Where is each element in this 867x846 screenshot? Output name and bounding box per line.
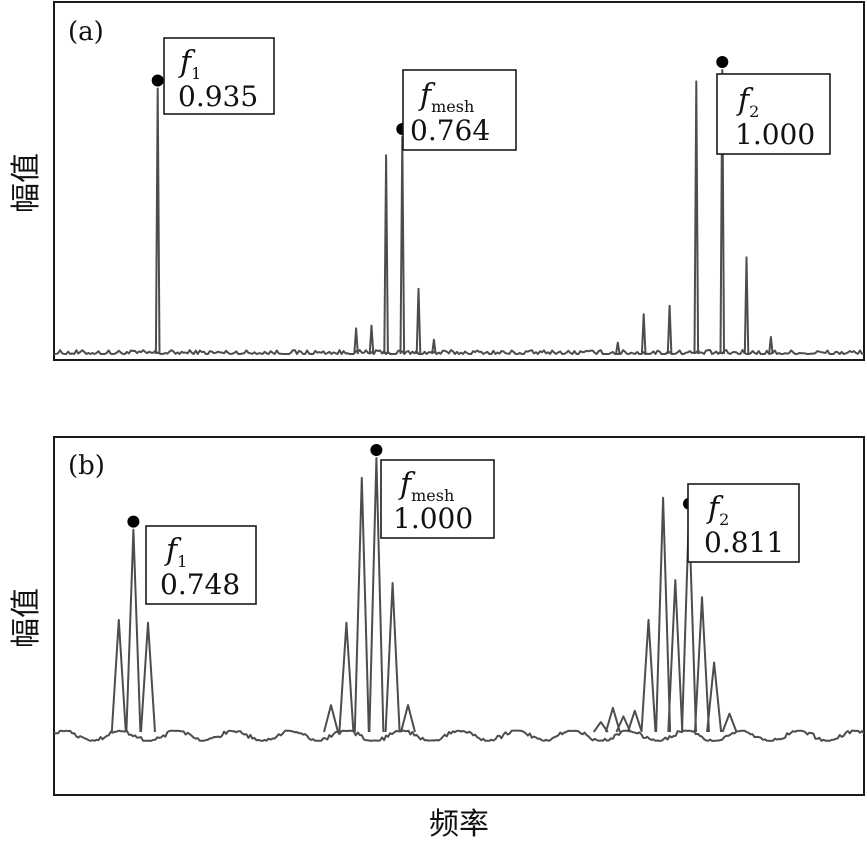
y-axis-label-a: 幅值: [9, 153, 44, 213]
panel-b-peak-13: [640, 618, 657, 733]
ann-b-0-sub: 1: [177, 552, 187, 571]
panel-a-baseline-trace: [53, 349, 865, 355]
panel-b-peak-8: [400, 704, 416, 733]
panel-b-label: (b): [68, 451, 105, 481]
panel-a-peak-9: [666, 304, 673, 355]
panel-a-peak-11: [719, 69, 725, 355]
annotation-f1-a: f1 0.935: [163, 37, 275, 115]
annotation-f2-a: f2 1.000: [716, 73, 831, 155]
ann-a-0-value: 0.935: [178, 80, 258, 113]
panel-b-peak-marker-1: [127, 515, 140, 528]
panel-a: (a) f1 0.935 fmesh 0.764 f2 1.000: [53, 1, 865, 361]
ann-a-2-value: 1.000: [735, 118, 815, 151]
panel-b-peak-10: [604, 706, 621, 733]
panel-b-peak-6: [368, 457, 385, 733]
panel-b-peak-19: [721, 712, 738, 733]
panel-b-peak-0: [110, 618, 127, 733]
panel-a-traces: [53, 69, 865, 355]
panel-a-peak-2: [368, 324, 375, 355]
panel-b-peak-7: [384, 582, 401, 733]
ann-a-1-sub: mesh: [431, 97, 474, 116]
ann-b-2-value: 0.811: [704, 526, 784, 559]
annotation-fmesh-a: fmesh 0.764: [402, 69, 517, 151]
panel-b-peak-18: [706, 661, 723, 733]
panel-b: (b) f1 0.748 fmesh 1.000 f2 0.811: [53, 436, 865, 796]
panel-b-peak-15: [667, 579, 684, 733]
panel-b-baseline-trace: [53, 729, 865, 742]
panel-a-label: (a): [68, 17, 104, 47]
panel-a-peak-6: [431, 338, 437, 355]
panel-b-peak-17: [694, 596, 710, 733]
panel-a-peak-13: [768, 336, 774, 355]
panel-a-peak-1: [353, 327, 359, 355]
panel-a-peak-marker-0: [151, 74, 164, 87]
panel-b-peak-1: [125, 528, 142, 733]
ann-a-2-sub: 2: [749, 102, 759, 121]
panel-a-peak-0: [154, 87, 161, 355]
panel-a-peak-marker-11: [716, 56, 729, 68]
panel-b-peak-5: [353, 476, 370, 733]
ann-b-2-sub: 2: [719, 510, 729, 529]
annotation-fmesh-b: fmesh 1.000: [380, 459, 495, 539]
annotation-f2-b: f2 0.811: [687, 483, 800, 563]
ann-a-1-value: 0.764: [410, 114, 490, 147]
panel-b-peak-marker-6: [370, 444, 383, 456]
panel-b-peak-12: [626, 709, 643, 733]
annotation-f1-b: f1 0.748: [145, 525, 257, 605]
panel-b-peak-9: [592, 721, 609, 733]
panel-b-markers: [127, 444, 695, 528]
panel-a-peak-10: [693, 80, 700, 355]
ann-a-0-sub: 1: [191, 64, 201, 83]
ann-b-1-sub: mesh: [411, 486, 454, 505]
ann-b-1-value: 1.000: [393, 502, 473, 535]
ann-b-0-value: 0.748: [160, 568, 240, 601]
panel-a-peak-3: [383, 154, 389, 355]
panel-a-peak-12: [743, 256, 750, 355]
panel-b-peak-2: [140, 621, 156, 733]
y-axis-label-b: 幅值: [9, 588, 44, 648]
panel-b-peak-14: [655, 496, 672, 733]
panel-b-traces: [53, 457, 865, 742]
panel-b-peak-4: [338, 621, 355, 733]
panel-a-peak-7: [615, 341, 621, 355]
panel-b-peak-3: [323, 704, 339, 733]
panel-a-peak-8: [640, 313, 647, 355]
panel-b-peak-11: [615, 715, 632, 733]
panel-a-peak-5: [415, 287, 422, 355]
x-axis-label: 频率: [429, 807, 489, 842]
